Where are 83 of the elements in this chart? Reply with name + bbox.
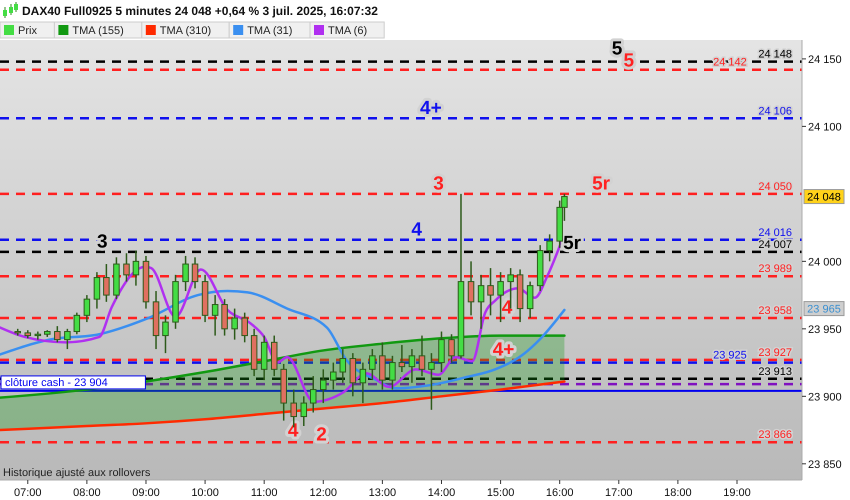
annotation: 4+ xyxy=(492,340,514,361)
candlestick xyxy=(360,362,366,404)
legend-label: TMA (31) xyxy=(247,25,292,37)
y-tick-label: 24 000 xyxy=(808,256,842,268)
legend-label: TMA (310) xyxy=(160,25,212,37)
candlestick xyxy=(300,396,308,427)
x-tick-label: 10:00 xyxy=(191,487,219,499)
x-tick-label: 09:00 xyxy=(132,487,160,499)
annotation: 2 xyxy=(316,424,327,446)
ref-line-label: 23 866 xyxy=(758,429,792,442)
candlestick xyxy=(478,274,484,330)
annotation: 3 xyxy=(433,174,444,195)
candlestick xyxy=(408,348,416,384)
candlestick xyxy=(162,314,169,354)
candlestick xyxy=(398,344,406,373)
ref-line-label: 23 958 xyxy=(758,305,792,318)
x-tick-label: 14:00 xyxy=(428,487,456,499)
ref-line-label: 24 050 xyxy=(758,180,792,193)
ref-line-label: 24 016 xyxy=(758,226,792,239)
ref-line-label: 24 106 xyxy=(758,105,792,118)
y-tick-label: 23 850 xyxy=(808,458,842,471)
ref-line-label: 23 927 xyxy=(758,346,792,359)
x-tick-label: 13:00 xyxy=(368,487,396,499)
candlestick xyxy=(340,348,346,384)
ref-line-label: 23 925 xyxy=(713,350,747,362)
ref-line-label: 24 007 xyxy=(758,238,792,251)
candlestick xyxy=(84,294,90,323)
legend-label: TMA (155) xyxy=(72,25,124,37)
candlestick xyxy=(448,333,455,364)
candlestick xyxy=(497,271,504,323)
x-tick-label: 07:00 xyxy=(14,487,42,499)
legend-label: Prix xyxy=(18,25,38,37)
x-tick-label: 17:00 xyxy=(605,487,633,499)
candlestick xyxy=(241,312,248,344)
candlestick xyxy=(438,330,445,373)
candlestick xyxy=(468,260,474,316)
candlestick xyxy=(369,348,376,381)
annotation: 4 xyxy=(288,420,299,442)
candlestick xyxy=(389,355,396,390)
annotation: 5 xyxy=(612,38,623,60)
annotation: 4 xyxy=(411,219,422,240)
ref-line-label: 24 142 xyxy=(713,56,747,69)
legend-label: TMA (6) xyxy=(328,25,368,37)
candlestick xyxy=(418,334,426,377)
candlestick xyxy=(526,280,534,319)
ref-line-label: clôture cash - 23 904 xyxy=(5,376,108,389)
x-tick-label: 12:00 xyxy=(310,487,338,499)
candlestick xyxy=(64,328,71,350)
ref-line-label: 23 913 xyxy=(758,366,792,378)
x-tick-label: 15:00 xyxy=(486,487,514,499)
y-tick-label: 23 900 xyxy=(808,391,842,404)
candlestick xyxy=(310,375,316,414)
candlestick xyxy=(103,263,110,303)
candlestick xyxy=(231,308,238,340)
candlestick xyxy=(320,368,327,404)
x-tick-label: 16:00 xyxy=(546,487,574,499)
candlestick xyxy=(546,234,553,262)
annotation: Historique ajusté aux rollovers xyxy=(3,467,151,479)
annotation: 24 048 xyxy=(807,192,841,204)
candlestick xyxy=(54,325,61,344)
annotation: 23 965 xyxy=(807,304,841,316)
x-tick-label: 18:00 xyxy=(664,487,692,499)
candlestick xyxy=(192,256,198,290)
x-tick-label: 11:00 xyxy=(250,487,278,499)
candlestick xyxy=(132,250,140,286)
annotation: 4+ xyxy=(420,98,442,119)
ref-line-label: 24 148 xyxy=(758,48,792,61)
candlestick xyxy=(487,267,494,316)
x-tick-label: 19:00 xyxy=(723,487,751,499)
candlestick xyxy=(182,255,189,292)
candlestick xyxy=(212,294,218,336)
candlestick xyxy=(74,312,80,335)
annotation: 5r xyxy=(592,174,611,195)
y-tick-label: 23 950 xyxy=(808,324,842,336)
chart-title: DAX40 Full0925 5 minutes 24 048 +0,64 % 3 juil. 2025, 16:07:32 xyxy=(22,4,378,18)
candlestick xyxy=(123,252,130,282)
ref-line-label: 23 989 xyxy=(758,263,792,276)
x-tick-label: 08:00 xyxy=(73,487,101,499)
candlestick xyxy=(330,362,337,390)
y-tick-label: 24 100 xyxy=(808,121,842,134)
y-tick-label: 24 150 xyxy=(808,54,842,66)
candlestick xyxy=(428,352,435,411)
candlestick xyxy=(94,271,100,310)
